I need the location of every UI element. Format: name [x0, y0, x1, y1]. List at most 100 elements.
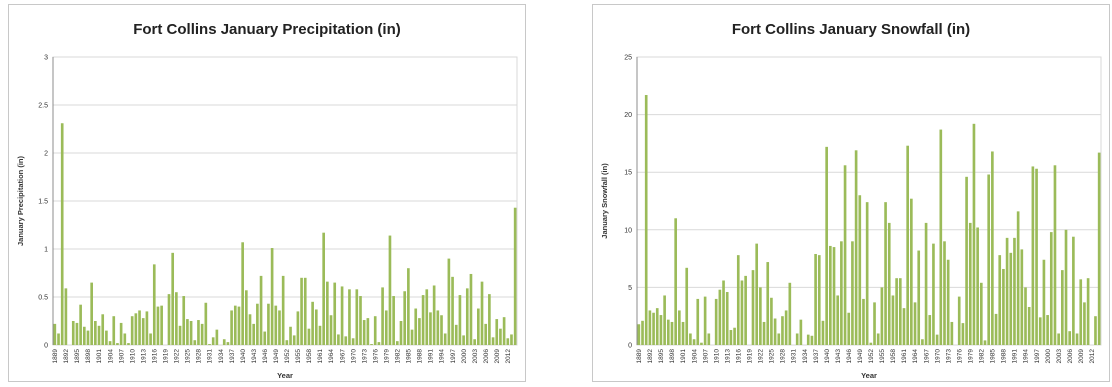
chart-title: Fort Collins January Precipitation (in)	[133, 21, 401, 38]
x-tick-label: 1931	[207, 349, 214, 364]
y-tick-label: 2.5	[38, 103, 48, 110]
x-tick-label: 2000	[1045, 349, 1052, 364]
x-tick-label: 1934	[218, 349, 225, 364]
bar	[458, 295, 462, 345]
bar	[326, 281, 329, 345]
x-tick-label: 2003	[472, 349, 479, 364]
bar	[186, 319, 189, 345]
bar	[200, 323, 204, 345]
x-tick-label: 1907	[118, 349, 125, 364]
bar	[895, 278, 898, 345]
bar	[983, 340, 987, 345]
plot-area	[636, 56, 1102, 346]
bar	[965, 176, 968, 345]
x-tick-label: 1943	[835, 349, 842, 364]
bar	[429, 312, 432, 345]
bar	[722, 280, 725, 345]
bar	[814, 253, 817, 345]
bar	[659, 315, 663, 345]
bar	[473, 339, 476, 345]
x-tick-label: 1919	[163, 349, 170, 364]
bar	[175, 292, 178, 345]
bar	[101, 314, 105, 345]
x-tick-label: 1943	[251, 349, 258, 364]
bar	[362, 320, 366, 345]
bar	[307, 328, 311, 345]
bar	[696, 298, 700, 345]
bar	[865, 202, 869, 345]
bar	[130, 316, 134, 345]
bar	[60, 123, 64, 346]
bar	[799, 319, 803, 345]
bar	[725, 292, 729, 345]
bar	[138, 310, 141, 345]
bar	[292, 335, 296, 345]
bar	[703, 296, 707, 345]
bar	[766, 262, 770, 345]
bar	[270, 248, 274, 345]
bar	[119, 322, 123, 345]
bar	[939, 129, 943, 345]
x-tick-label: 1991	[1012, 349, 1019, 364]
x-tick-label: 1922	[758, 349, 765, 364]
bar	[832, 247, 836, 345]
bar	[968, 222, 972, 345]
bar	[1075, 333, 1079, 345]
bar	[123, 333, 127, 345]
x-tick-label: 1970	[350, 349, 357, 364]
bar	[197, 320, 200, 345]
precipitation-chart-panel: Fort Collins January Precipitation (in) …	[8, 4, 526, 382]
x-tick-label: 1919	[747, 349, 754, 364]
bar	[513, 207, 517, 345]
bar	[267, 303, 270, 345]
bar	[189, 321, 193, 345]
bar	[418, 318, 421, 345]
x-axis-title: Year	[277, 371, 293, 380]
x-tick-label: 1940	[240, 349, 247, 364]
bar	[167, 294, 171, 345]
bar	[987, 174, 991, 345]
bar	[1086, 278, 1090, 345]
bar	[318, 325, 322, 345]
x-tick-label: 1910	[129, 349, 136, 364]
x-tick-label: 1922	[174, 349, 181, 364]
bar	[902, 308, 906, 345]
x-tick-label: 1979	[967, 349, 974, 364]
bar	[447, 258, 451, 345]
x-tick-label: 1901	[680, 349, 687, 364]
bar	[436, 310, 440, 345]
bar	[928, 315, 932, 345]
bar	[285, 340, 289, 345]
x-tick-label: 1901	[96, 349, 103, 364]
x-tick-label: 1997	[450, 349, 457, 364]
x-tick-label: 1967	[923, 349, 930, 364]
bar	[82, 326, 86, 345]
x-tick-label: 1967	[339, 349, 346, 364]
chart-title: Fort Collins January Snowfall (in)	[731, 21, 971, 38]
bar	[392, 296, 395, 345]
bar	[869, 342, 873, 345]
bar	[1009, 252, 1013, 345]
x-tick-label: 1976	[372, 349, 379, 364]
bar	[991, 151, 994, 345]
x-tick-label: 1973	[945, 349, 952, 364]
bar	[729, 330, 733, 345]
bar	[1068, 331, 1072, 345]
bar	[1002, 268, 1005, 345]
bar	[506, 338, 510, 345]
x-tick-label: 1949	[857, 349, 864, 364]
bar	[666, 319, 670, 345]
x-tick-label: 1982	[979, 349, 986, 364]
bar	[388, 235, 392, 345]
bar	[208, 344, 211, 345]
bar	[141, 318, 145, 345]
bar	[740, 280, 744, 345]
bar	[637, 324, 641, 345]
bar	[957, 296, 961, 345]
bar	[86, 330, 90, 345]
bar	[237, 306, 241, 345]
bar	[755, 243, 759, 345]
bar	[840, 241, 843, 345]
x-tick-label: 1976	[956, 349, 963, 364]
x-tick-label: 1928	[780, 349, 787, 364]
